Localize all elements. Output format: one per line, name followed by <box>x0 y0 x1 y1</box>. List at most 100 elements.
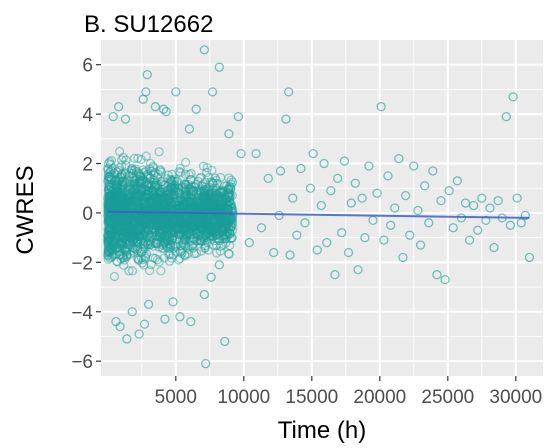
data-point <box>174 214 185 224</box>
data-point <box>520 210 530 221</box>
data-point <box>103 188 114 199</box>
data-point <box>225 228 235 238</box>
data-point <box>198 192 209 202</box>
data-point <box>132 245 142 255</box>
data-point <box>108 198 119 209</box>
data-point <box>138 215 148 225</box>
data-point <box>159 202 169 212</box>
data-point <box>171 217 181 227</box>
data-point <box>140 196 150 207</box>
data-point <box>112 199 122 209</box>
data-point <box>104 232 114 242</box>
data-point <box>109 179 119 190</box>
data-point <box>106 214 117 224</box>
data-point <box>108 190 118 200</box>
data-point <box>186 210 197 220</box>
data-point <box>194 206 204 216</box>
data-point <box>120 169 130 179</box>
data-point <box>221 181 232 191</box>
data-point <box>222 200 232 210</box>
data-point <box>130 216 140 226</box>
data-point <box>162 220 172 230</box>
data-point <box>196 216 206 227</box>
data-point <box>104 182 114 192</box>
data-point <box>251 148 261 159</box>
data-point <box>160 237 170 247</box>
data-point <box>171 217 181 228</box>
data-point <box>115 209 125 219</box>
data-point <box>113 187 123 198</box>
data-point <box>183 194 193 204</box>
data-point <box>124 232 135 242</box>
data-point <box>117 218 128 228</box>
data-point <box>171 87 181 97</box>
data-point <box>175 216 186 226</box>
data-point <box>190 210 201 220</box>
data-point <box>213 219 223 230</box>
data-point <box>180 217 191 227</box>
data-point <box>133 213 144 223</box>
data-point <box>143 185 154 195</box>
data-point <box>149 216 159 226</box>
data-point <box>120 114 131 124</box>
x-tick-label: 25000 <box>421 387 474 408</box>
data-point <box>221 214 232 224</box>
data-point <box>136 177 146 187</box>
data-point <box>117 191 127 201</box>
data-point <box>146 204 156 215</box>
data-point <box>110 223 121 233</box>
data-point <box>210 211 221 221</box>
data-point <box>211 224 221 234</box>
data-point <box>155 194 166 204</box>
data-point <box>153 180 163 190</box>
data-point <box>192 229 203 240</box>
data-point <box>194 205 205 215</box>
data-point <box>332 173 343 184</box>
data-point <box>154 147 164 157</box>
data-point <box>217 216 227 226</box>
data-point <box>153 194 163 204</box>
data-point <box>202 194 212 204</box>
data-point <box>201 219 211 229</box>
data-point <box>105 233 115 244</box>
data-point <box>143 188 154 198</box>
data-point <box>122 195 133 205</box>
data-point <box>218 197 228 207</box>
data-point <box>204 219 214 230</box>
data-point <box>174 218 184 228</box>
data-point <box>111 187 121 197</box>
data-point <box>186 217 196 228</box>
data-point <box>181 231 192 241</box>
data-point <box>189 206 200 217</box>
data-point <box>123 192 133 203</box>
data-point <box>117 212 128 222</box>
data-point <box>161 194 172 205</box>
data-point <box>192 202 202 213</box>
data-point <box>113 214 124 225</box>
data-point <box>132 195 142 205</box>
data-point <box>112 205 123 215</box>
data-point <box>108 201 118 211</box>
data-point <box>132 234 142 245</box>
data-point <box>164 221 174 231</box>
data-point <box>123 221 133 232</box>
data-point <box>188 233 198 244</box>
data-point <box>159 232 169 243</box>
data-point <box>215 187 225 197</box>
data-point <box>116 239 126 249</box>
data-point <box>166 227 177 238</box>
data-point <box>107 218 117 229</box>
data-point <box>121 195 131 205</box>
data-point <box>202 163 212 173</box>
data-point <box>112 242 123 252</box>
data-point <box>104 201 114 211</box>
data-point <box>211 226 222 236</box>
data-point <box>158 104 169 114</box>
data-point <box>125 176 135 186</box>
data-point <box>105 198 115 208</box>
data-point <box>191 203 201 213</box>
data-point <box>157 215 167 225</box>
data-point <box>215 200 225 211</box>
data-point <box>103 254 113 264</box>
data-point <box>111 219 121 229</box>
